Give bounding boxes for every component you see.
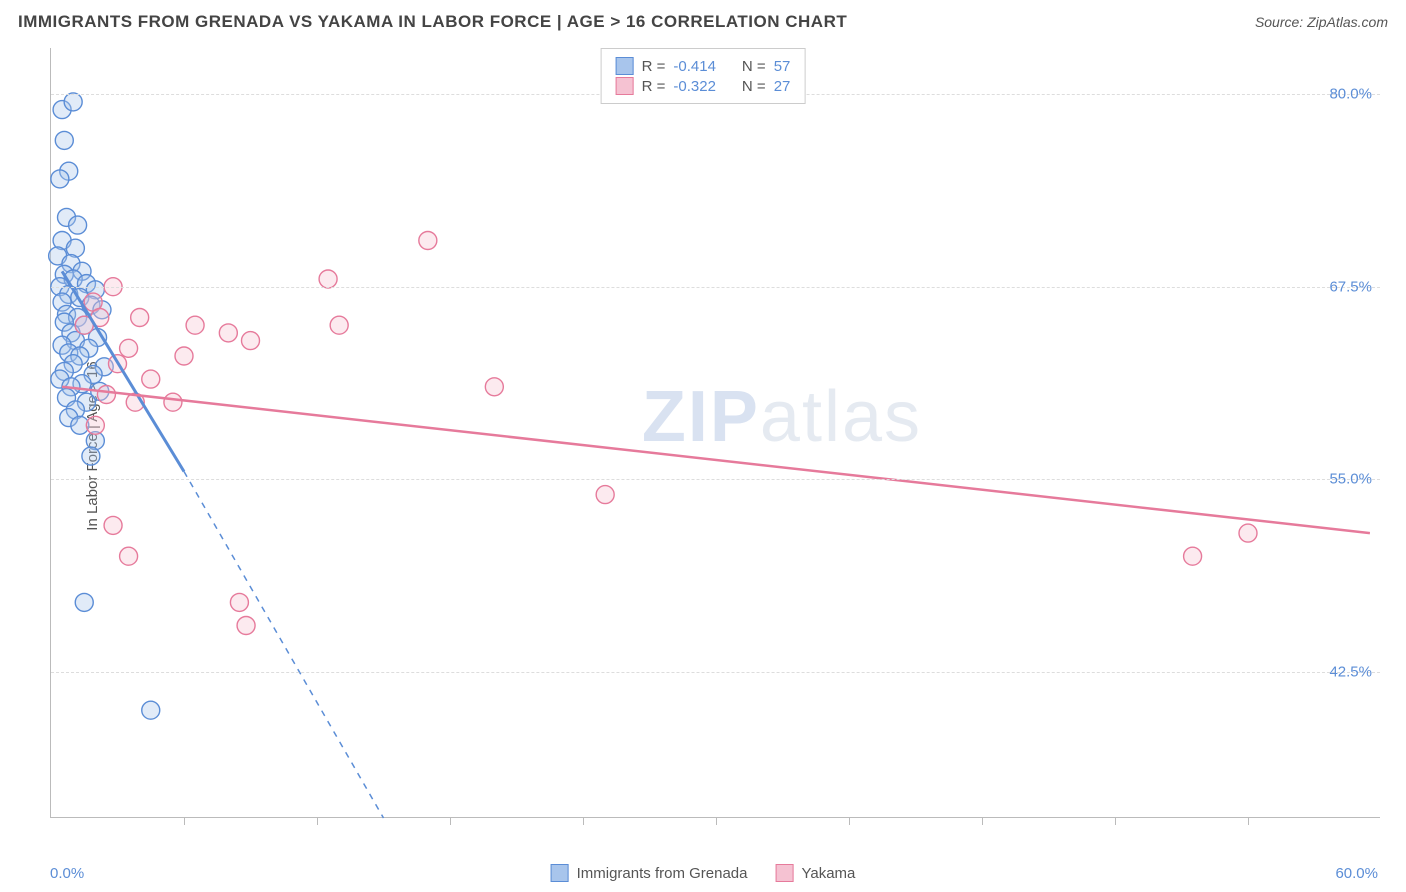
data-point-yakama [86, 416, 104, 434]
x-tick [982, 817, 983, 825]
stats-legend-box: R = -0.414 N = 57 R = -0.322 N = 27 [601, 48, 806, 104]
x-tick [1248, 817, 1249, 825]
bottom-legend: Immigrants from Grenada Yakama [551, 864, 856, 882]
data-point-yakama [175, 347, 193, 365]
data-point-yakama [319, 270, 337, 288]
data-point-yakama [186, 316, 204, 334]
data-point-yakama [120, 547, 138, 565]
stat-r-value: -0.414 [673, 58, 716, 75]
x-tick [184, 817, 185, 825]
x-tick [716, 817, 717, 825]
legend-item: Immigrants from Grenada [551, 864, 748, 882]
x-tick [1115, 817, 1116, 825]
x-tick [849, 817, 850, 825]
x-tick [583, 817, 584, 825]
data-point-grenada [75, 593, 93, 611]
stat-r-label: R = [642, 58, 666, 75]
data-point-yakama [1184, 547, 1202, 565]
regression-line-yakama [62, 387, 1370, 533]
data-point-yakama [104, 516, 122, 534]
stats-row: R = -0.414 N = 57 [616, 57, 791, 75]
data-point-grenada [51, 170, 69, 188]
regression-extrapolation-grenada [184, 472, 384, 819]
chart-svg [51, 48, 1380, 817]
stat-n-label: N = [742, 78, 766, 95]
data-point-yakama [230, 593, 248, 611]
data-point-grenada [69, 216, 87, 234]
data-point-yakama [330, 316, 348, 334]
data-point-yakama [164, 393, 182, 411]
data-point-yakama [1239, 524, 1257, 542]
data-point-yakama [237, 617, 255, 635]
regression-line-grenada [62, 271, 184, 471]
stats-row: R = -0.322 N = 27 [616, 77, 791, 95]
stat-n-value: 57 [774, 58, 791, 75]
data-point-grenada [142, 701, 160, 719]
y-tick-label: 42.5% [1329, 663, 1372, 680]
legend-item: Yakama [775, 864, 855, 882]
plot-area: ZIPatlas 80.0%67.5%55.0%42.5% [50, 48, 1380, 818]
chart-title: IMMIGRANTS FROM GRENADA VS YAKAMA IN LAB… [18, 12, 847, 32]
gridline [51, 479, 1380, 480]
data-point-yakama [131, 309, 149, 327]
data-point-yakama [419, 232, 437, 250]
y-tick-label: 67.5% [1329, 278, 1372, 295]
legend-swatch [616, 57, 634, 75]
data-point-yakama [242, 332, 260, 350]
stat-r-value: -0.322 [673, 78, 716, 95]
data-point-yakama [142, 370, 160, 388]
legend-swatch [775, 864, 793, 882]
legend-label: Immigrants from Grenada [577, 865, 748, 882]
data-point-grenada [82, 447, 100, 465]
x-tick [450, 817, 451, 825]
legend-swatch [551, 864, 569, 882]
source-attribution: Source: ZipAtlas.com [1255, 14, 1388, 30]
data-point-yakama [596, 486, 614, 504]
x-axis-min-label: 0.0% [50, 865, 84, 882]
data-point-grenada [64, 93, 82, 111]
gridline [51, 672, 1380, 673]
stat-n-value: 27 [774, 78, 791, 95]
x-axis-max-label: 60.0% [1335, 865, 1378, 882]
stat-n-label: N = [742, 58, 766, 75]
data-point-yakama [120, 339, 138, 357]
y-tick-label: 80.0% [1329, 86, 1372, 103]
data-point-grenada [55, 131, 73, 149]
data-point-yakama [219, 324, 237, 342]
x-tick [317, 817, 318, 825]
gridline [51, 287, 1380, 288]
y-tick-label: 55.0% [1329, 471, 1372, 488]
header: IMMIGRANTS FROM GRENADA VS YAKAMA IN LAB… [18, 12, 1388, 32]
legend-swatch [616, 77, 634, 95]
legend-label: Yakama [801, 865, 855, 882]
stat-r-label: R = [642, 78, 666, 95]
data-point-yakama [485, 378, 503, 396]
data-point-yakama [97, 386, 115, 404]
